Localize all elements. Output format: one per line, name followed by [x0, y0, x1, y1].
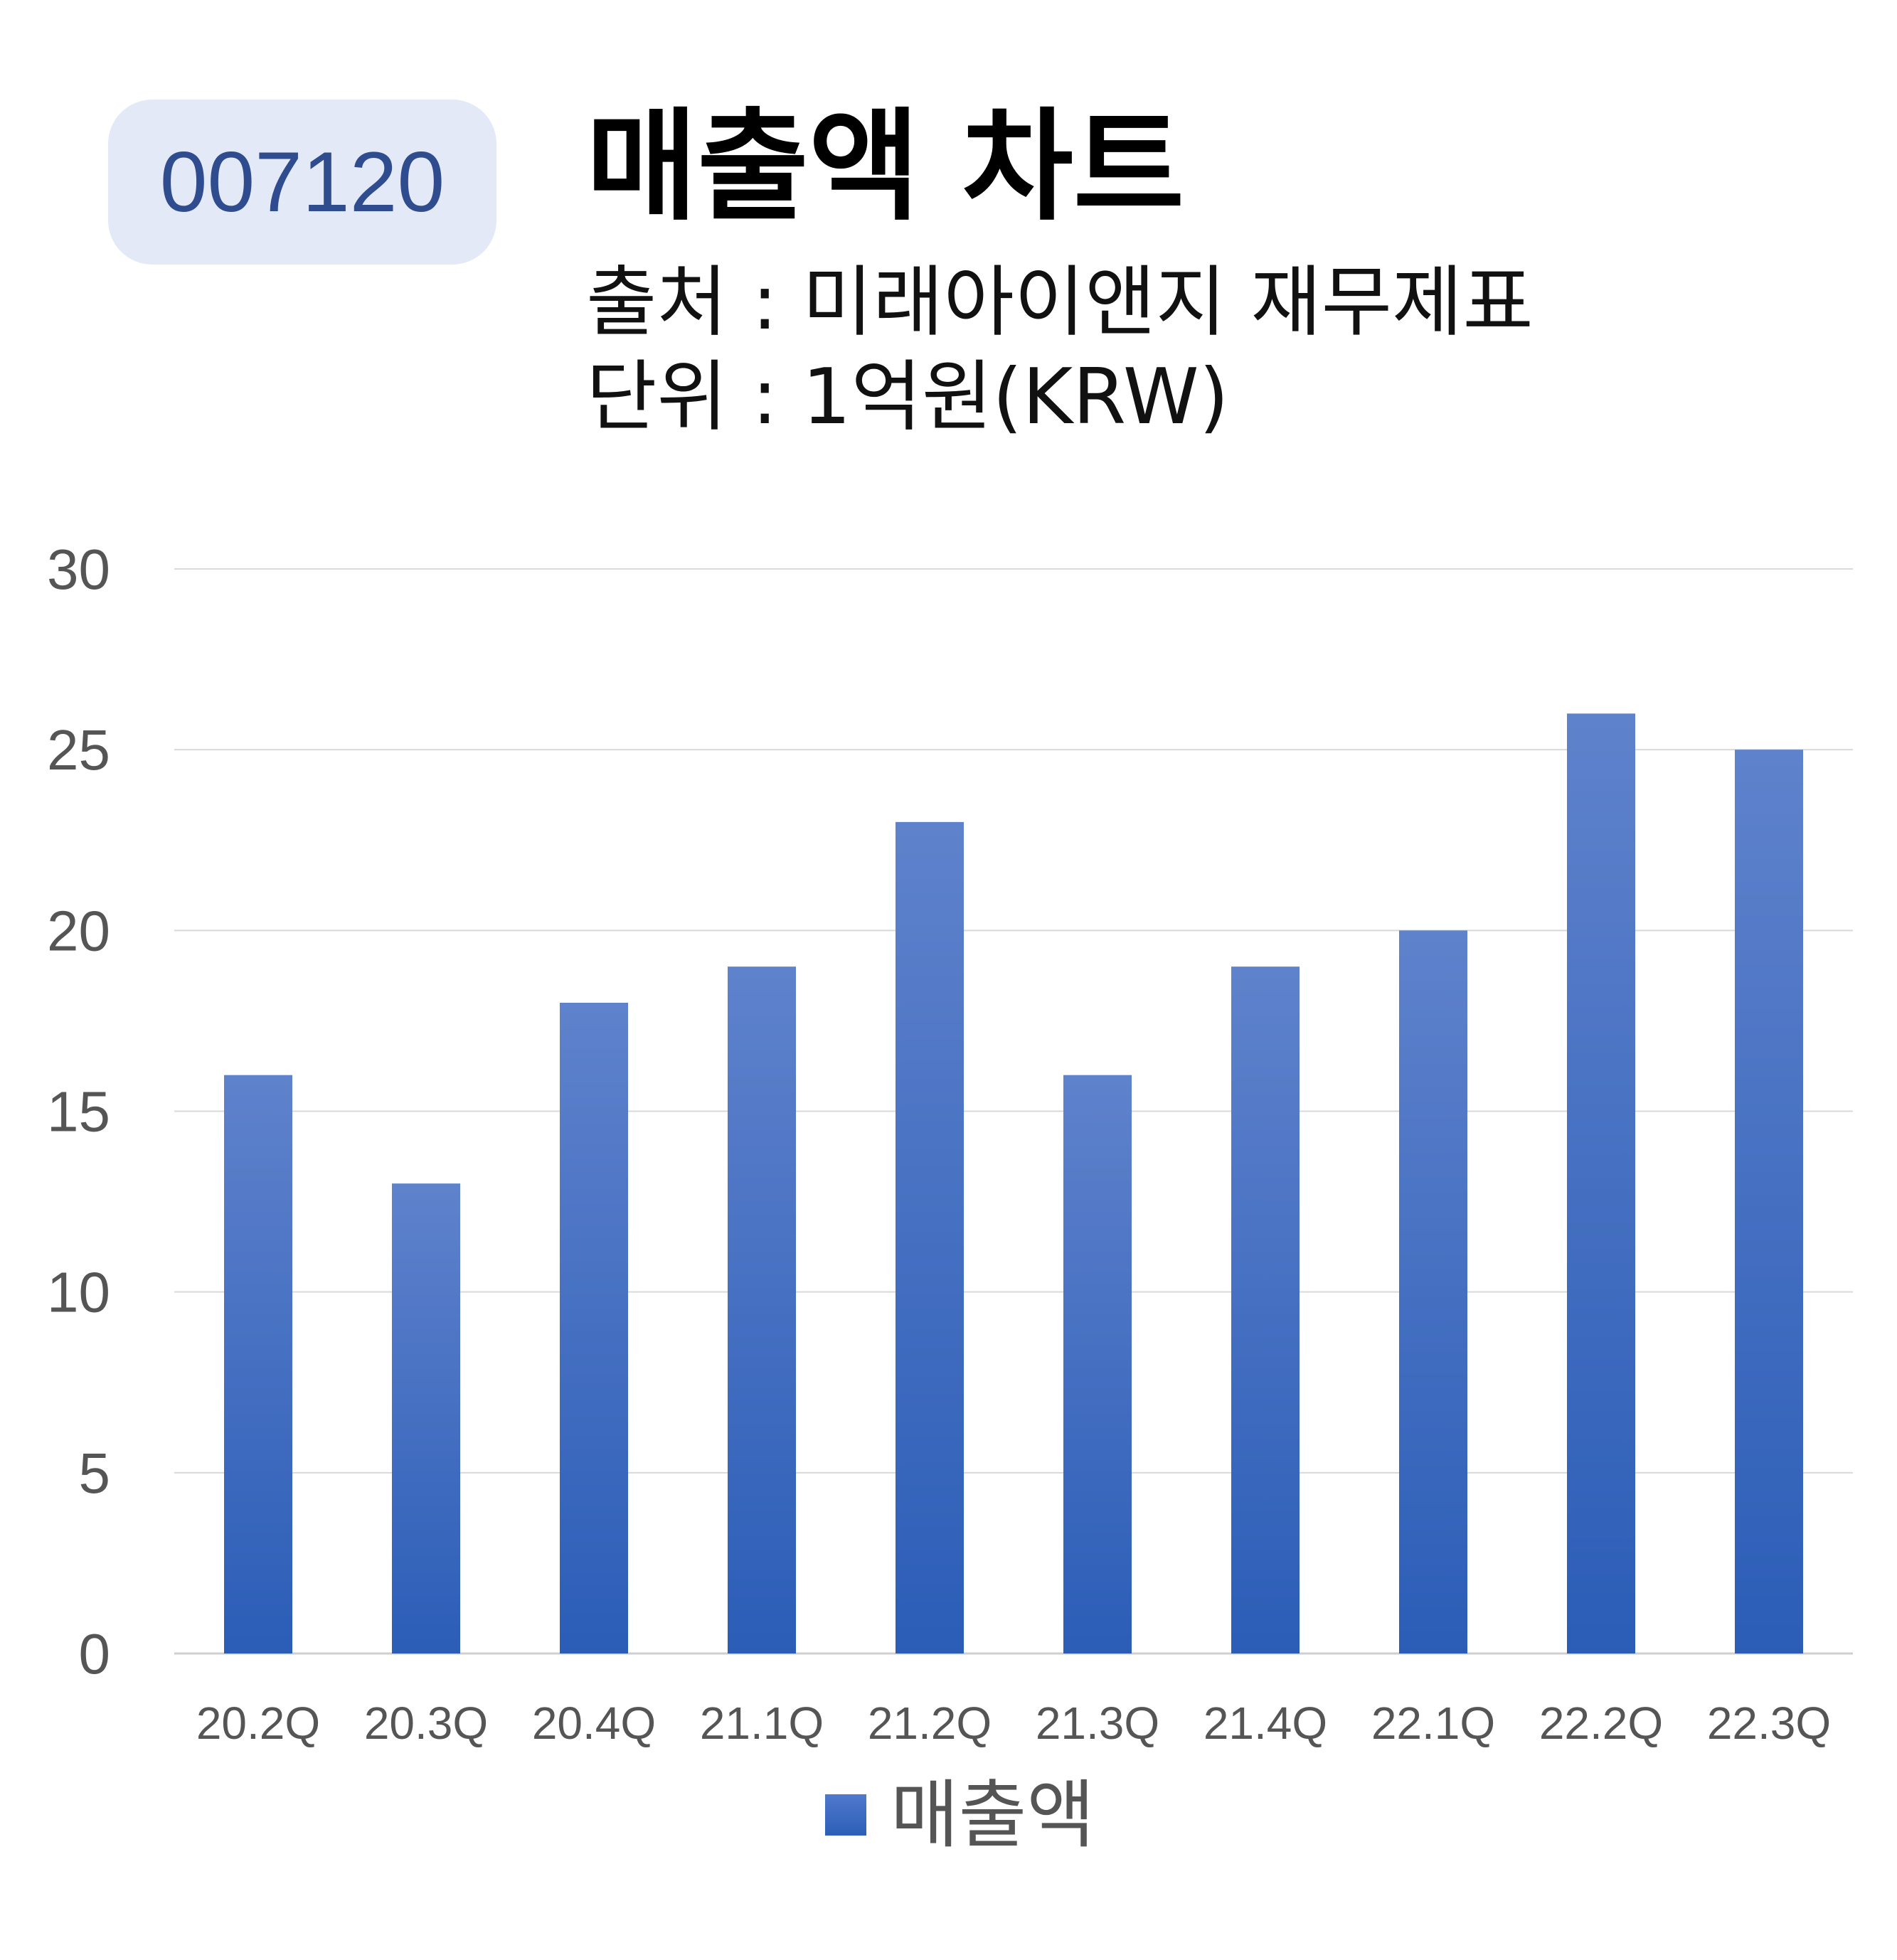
y-tick-label: 10: [47, 1261, 110, 1324]
y-tick-label: 20: [47, 899, 110, 962]
bar-21.2Q: [896, 821, 964, 1653]
legend-swatch: [825, 1794, 866, 1836]
x-tick-label: 21.1Q: [700, 1698, 824, 1749]
bar-22.2Q: [1567, 713, 1635, 1654]
y-tick-label: 5: [79, 1442, 111, 1505]
x-axis-ticks: 20.2Q 20.3Q 20.4Q 21.1Q 21.2Q 21.3Q 21.4Q 22.1Q…: [196, 1698, 1831, 1749]
bar-21.1Q: [728, 966, 796, 1653]
bar-21.3Q: [1063, 1075, 1132, 1653]
legend: 매출액: [825, 1778, 1095, 1852]
x-tick-label: 21.4Q: [1203, 1698, 1327, 1749]
x-tick-label: 21.3Q: [1036, 1698, 1159, 1749]
stock-code: 007120: [159, 134, 445, 230]
bar-22.3Q: [1735, 750, 1803, 1653]
y-tick-label: 30: [47, 538, 110, 601]
bar-20.4Q: [560, 1003, 628, 1653]
y-tick-label: 25: [47, 718, 110, 782]
bar-20.2Q: [224, 1075, 292, 1653]
y-tick-label: 15: [47, 1080, 110, 1144]
stock-code-badge: 007120: [108, 100, 496, 265]
y-axis-ticks: 0 5 10 15 20 25 30: [47, 538, 110, 1685]
legend-label: 매출액: [891, 1772, 1095, 1858]
x-tick-label: 20.4Q: [532, 1698, 656, 1749]
bars: [224, 713, 1803, 1654]
x-tick-label: 22.1Q: [1371, 1698, 1495, 1749]
x-tick-label: 22.2Q: [1539, 1698, 1663, 1749]
x-tick-label: 20.2Q: [196, 1698, 320, 1749]
bar-21.4Q: [1231, 966, 1300, 1653]
source-line: 출처 : 미래아이앤지 재무제표: [586, 258, 1534, 347]
unit-line: 단위 : 1억원(KRW): [586, 353, 1229, 442]
bar-22.1Q: [1399, 930, 1467, 1653]
bar-20.3Q: [392, 1183, 460, 1653]
chart-title: 매출액 차트: [586, 97, 1185, 238]
x-tick-label: 20.3Q: [364, 1698, 488, 1749]
x-tick-label: 21.2Q: [868, 1698, 992, 1749]
x-tick-label: 22.3Q: [1707, 1698, 1831, 1749]
y-tick-label: 0: [79, 1622, 111, 1685]
